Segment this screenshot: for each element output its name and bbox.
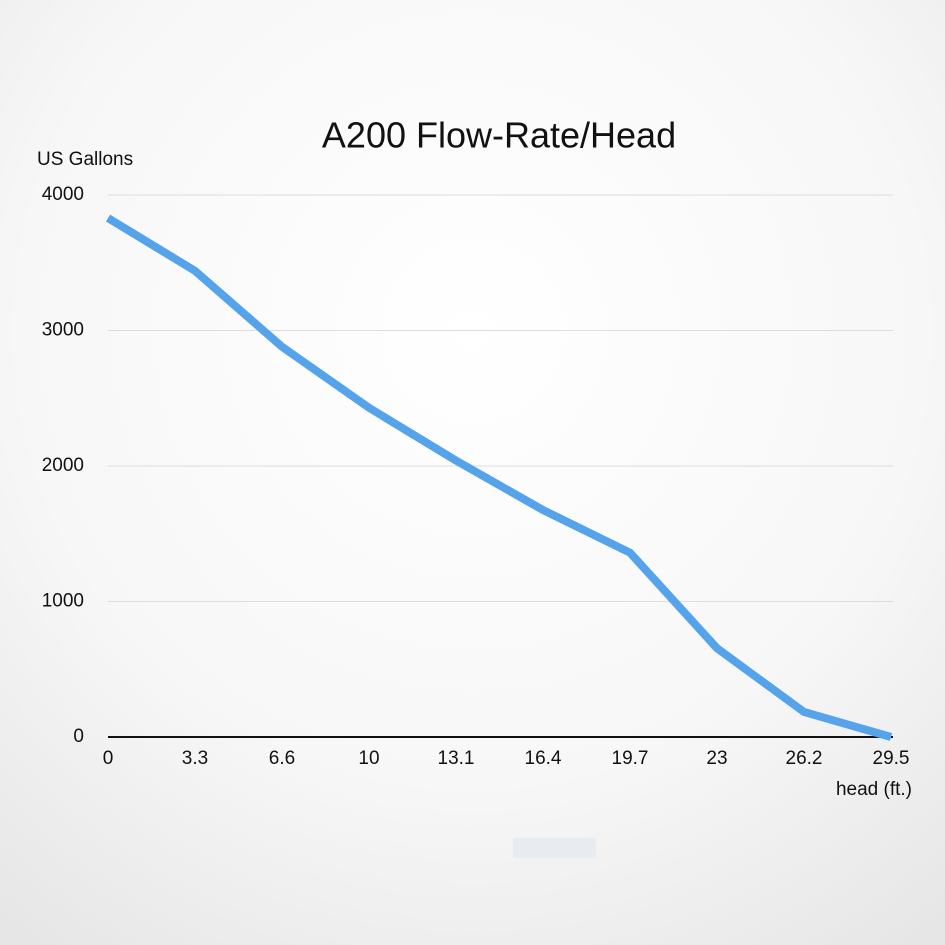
x-tick-label: 6.6 (269, 748, 295, 769)
y-tick-label: 4000 (42, 184, 84, 205)
x-tick-label: 0 (103, 748, 114, 769)
x-tick-label: 10 (358, 748, 379, 769)
y-tick-label: 3000 (42, 320, 84, 341)
y-axis-label: US Gallons (37, 149, 133, 170)
y-tick-label: 1000 (42, 591, 84, 612)
x-tick-label: 29.5 (873, 748, 910, 769)
x-tick-label: 16.4 (525, 748, 562, 769)
x-tick-label: 23 (706, 748, 727, 769)
data-line (105, 214, 893, 741)
y-tick-label: 2000 (42, 455, 84, 476)
x-axis-label: head (ft.) (836, 779, 912, 800)
y-tick-label: 0 (73, 726, 84, 747)
decoration (513, 838, 596, 858)
chart-title: A200 Flow-Rate/Head (322, 115, 676, 156)
x-tick-label: 13.1 (438, 748, 475, 769)
x-tick-label: 3.3 (182, 748, 208, 769)
x-tick-label: 19.7 (612, 748, 649, 769)
x-tick-label: 26.2 (786, 748, 823, 769)
